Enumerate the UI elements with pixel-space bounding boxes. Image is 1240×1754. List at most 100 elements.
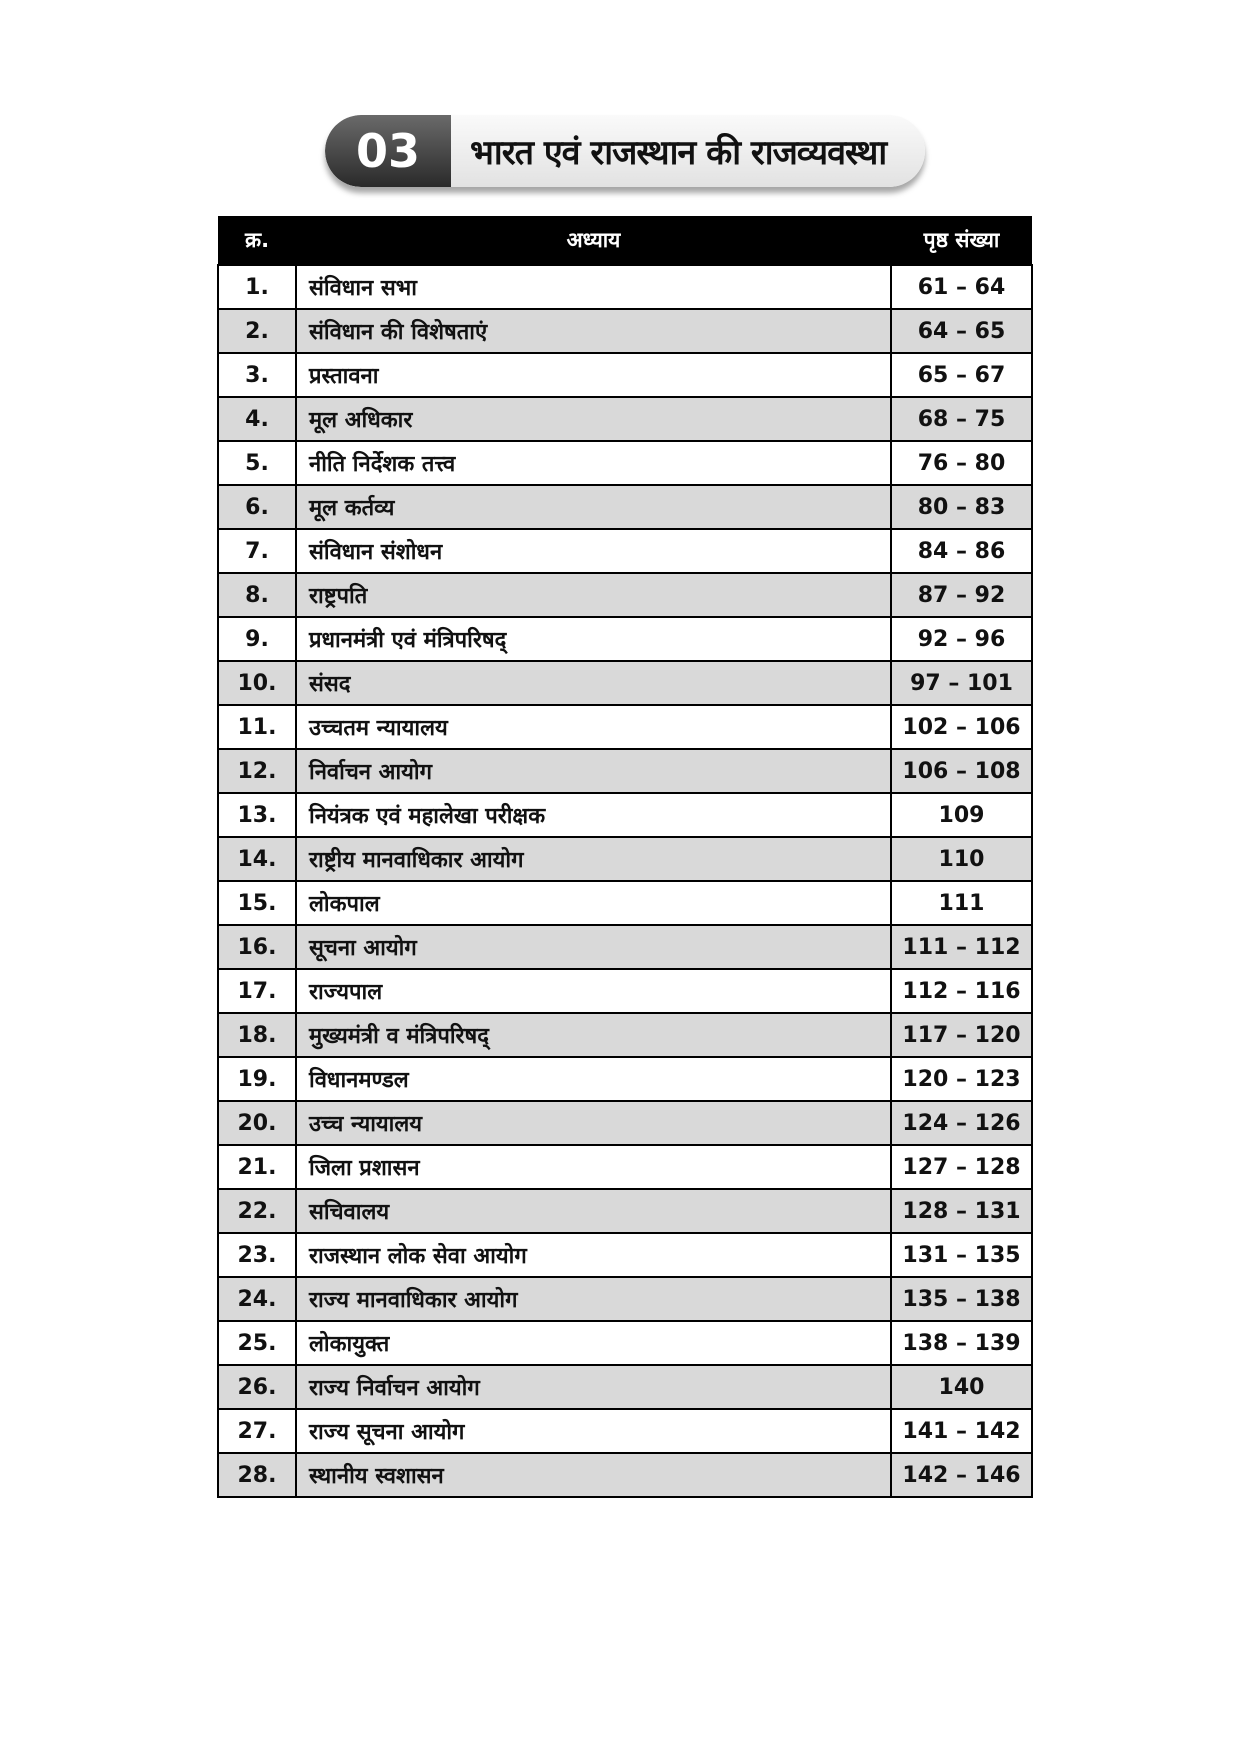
table-row: 21. जिला प्रशासन 127 – 128 bbox=[217, 1144, 1033, 1190]
table-row: 11. उच्चतम न्यायालय 102 – 106 bbox=[217, 704, 1033, 750]
row-serial: 15. bbox=[217, 880, 297, 926]
row-pages: 65 – 67 bbox=[890, 352, 1033, 398]
row-chapter: संविधान सभा bbox=[295, 264, 892, 310]
row-chapter: मूल कर्तव्य bbox=[295, 484, 892, 530]
table-row: 25. लोकायुक्त 138 – 139 bbox=[217, 1320, 1033, 1366]
row-pages: 141 – 142 bbox=[890, 1408, 1033, 1454]
row-pages: 128 – 131 bbox=[890, 1188, 1033, 1234]
row-pages: 135 – 138 bbox=[890, 1276, 1033, 1322]
table-row: 15. लोकपाल 111 bbox=[217, 880, 1033, 926]
row-chapter: नीति निर्देशक तत्त्व bbox=[295, 440, 892, 486]
chapter-banner: 03 भारत एवं राजस्थान की राजव्यवस्था bbox=[325, 115, 925, 187]
row-chapter: नियंत्रक एवं महालेखा परीक्षक bbox=[295, 792, 892, 838]
table-row: 16. सूचना आयोग 111 – 112 bbox=[217, 924, 1033, 970]
table-row: 26. राज्य निर्वाचन आयोग 140 bbox=[217, 1364, 1033, 1410]
table-row: 28. स्थानीय स्वशासन 142 – 146 bbox=[217, 1452, 1033, 1498]
row-serial: 20. bbox=[217, 1100, 297, 1146]
table-row: 3. प्रस्तावना 65 – 67 bbox=[217, 352, 1033, 398]
table-row: 12. निर्वाचन आयोग 106 – 108 bbox=[217, 748, 1033, 794]
row-chapter: सचिवालय bbox=[295, 1188, 892, 1234]
row-chapter: राज्यपाल bbox=[295, 968, 892, 1014]
row-serial: 6. bbox=[217, 484, 297, 530]
row-pages: 87 – 92 bbox=[890, 572, 1033, 618]
row-pages: 124 – 126 bbox=[890, 1100, 1033, 1146]
row-serial: 8. bbox=[217, 572, 297, 618]
row-chapter: संसद bbox=[295, 660, 892, 706]
row-chapter: राष्ट्रीय मानवाधिकार आयोग bbox=[295, 836, 892, 882]
table-row: 22. सचिवालय 128 – 131 bbox=[217, 1188, 1033, 1234]
table-header-row: क्र. अध्याय पृष्ठ संख्या bbox=[218, 216, 1032, 265]
table-row: 17. राज्यपाल 112 – 116 bbox=[217, 968, 1033, 1014]
row-chapter: विधानमण्डल bbox=[295, 1056, 892, 1102]
row-pages: 92 – 96 bbox=[890, 616, 1033, 662]
table-row: 10. संसद 97 – 101 bbox=[217, 660, 1033, 706]
table-row: 23. राजस्थान लोक सेवा आयोग 131 – 135 bbox=[217, 1232, 1033, 1278]
row-serial: 17. bbox=[217, 968, 297, 1014]
table-row: 1. संविधान सभा 61 – 64 bbox=[217, 264, 1033, 310]
row-serial: 5. bbox=[217, 440, 297, 486]
row-serial: 9. bbox=[217, 616, 297, 662]
table-row: 24. राज्य मानवाधिकार आयोग 135 – 138 bbox=[217, 1276, 1033, 1322]
table-row: 9. प्रधानमंत्री एवं मंत्रिपरिषद् 92 – 96 bbox=[217, 616, 1033, 662]
row-serial: 10. bbox=[217, 660, 297, 706]
header-serial: क्र. bbox=[218, 216, 296, 265]
row-pages: 110 bbox=[890, 836, 1033, 882]
row-pages: 76 – 80 bbox=[890, 440, 1033, 486]
row-pages: 80 – 83 bbox=[890, 484, 1033, 530]
row-chapter: उच्च न्यायालय bbox=[295, 1100, 892, 1146]
row-chapter: राज्य निर्वाचन आयोग bbox=[295, 1364, 892, 1410]
row-serial: 27. bbox=[217, 1408, 297, 1454]
contents-table: क्र. अध्याय पृष्ठ संख्या 1. संविधान सभा 61… bbox=[217, 216, 1033, 1498]
row-chapter: राज्य सूचना आयोग bbox=[295, 1408, 892, 1454]
row-chapter: संविधान संशोधन bbox=[295, 528, 892, 574]
row-serial: 26. bbox=[217, 1364, 297, 1410]
table-row: 20. उच्च न्यायालय 124 – 126 bbox=[217, 1100, 1033, 1146]
row-pages: 64 – 65 bbox=[890, 308, 1033, 354]
row-serial: 13. bbox=[217, 792, 297, 838]
row-serial: 12. bbox=[217, 748, 297, 794]
row-pages: 106 – 108 bbox=[890, 748, 1033, 794]
row-serial: 1. bbox=[217, 264, 297, 310]
row-chapter: प्रधानमंत्री एवं मंत्रिपरिषद् bbox=[295, 616, 892, 662]
table-row: 27. राज्य सूचना आयोग 141 – 142 bbox=[217, 1408, 1033, 1454]
row-chapter: राज्य मानवाधिकार आयोग bbox=[295, 1276, 892, 1322]
row-pages: 142 – 146 bbox=[890, 1452, 1033, 1498]
row-chapter: जिला प्रशासन bbox=[295, 1144, 892, 1190]
row-pages: 102 – 106 bbox=[890, 704, 1033, 750]
row-serial: 16. bbox=[217, 924, 297, 970]
row-serial: 4. bbox=[217, 396, 297, 442]
row-chapter: सूचना आयोग bbox=[295, 924, 892, 970]
row-serial: 23. bbox=[217, 1232, 297, 1278]
row-serial: 3. bbox=[217, 352, 297, 398]
row-serial: 22. bbox=[217, 1188, 297, 1234]
row-serial: 14. bbox=[217, 836, 297, 882]
row-chapter: लोकपाल bbox=[295, 880, 892, 926]
row-chapter: राजस्थान लोक सेवा आयोग bbox=[295, 1232, 892, 1278]
header-chapter: अध्याय bbox=[296, 216, 891, 265]
row-chapter: मुख्यमंत्री व मंत्रिपरिषद् bbox=[295, 1012, 892, 1058]
row-pages: 117 – 120 bbox=[890, 1012, 1033, 1058]
chapter-title: भारत एवं राजस्थान की राजव्यवस्था bbox=[470, 133, 887, 173]
row-serial: 19. bbox=[217, 1056, 297, 1102]
row-pages: 138 – 139 bbox=[890, 1320, 1033, 1366]
row-serial: 24. bbox=[217, 1276, 297, 1322]
row-pages: 61 – 64 bbox=[890, 264, 1033, 310]
row-pages: 109 bbox=[890, 792, 1033, 838]
table-row: 13. नियंत्रक एवं महालेखा परीक्षक 109 bbox=[217, 792, 1033, 838]
row-serial: 7. bbox=[217, 528, 297, 574]
table-row: 19. विधानमण्डल 120 – 123 bbox=[217, 1056, 1033, 1102]
row-chapter: लोकायुक्त bbox=[295, 1320, 892, 1366]
row-chapter: मूल अधिकार bbox=[295, 396, 892, 442]
header-pages: पृष्ठ संख्या bbox=[891, 216, 1032, 265]
chapter-number: 03 bbox=[325, 115, 451, 187]
row-pages: 84 – 86 bbox=[890, 528, 1033, 574]
table-row: 4. मूल अधिकार 68 – 75 bbox=[217, 396, 1033, 442]
row-chapter: प्रस्तावना bbox=[295, 352, 892, 398]
row-serial: 2. bbox=[217, 308, 297, 354]
row-pages: 68 – 75 bbox=[890, 396, 1033, 442]
row-pages: 140 bbox=[890, 1364, 1033, 1410]
row-serial: 28. bbox=[217, 1452, 297, 1498]
row-serial: 21. bbox=[217, 1144, 297, 1190]
row-chapter: उच्चतम न्यायालय bbox=[295, 704, 892, 750]
